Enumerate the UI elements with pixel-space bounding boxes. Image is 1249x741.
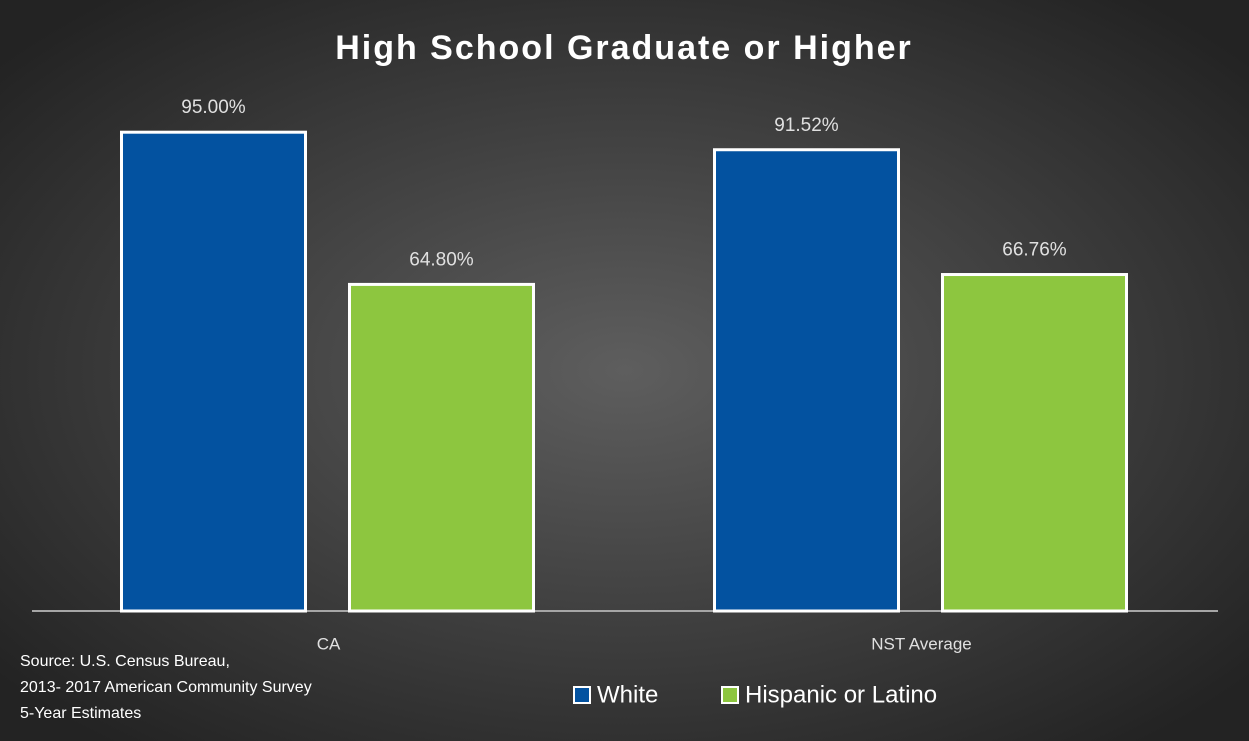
bar [941,273,1128,613]
source-note: Source: U.S. Census Bureau, [20,653,230,670]
x-tick-label: NST Average [871,634,972,653]
legend-swatch [721,686,739,704]
bar [713,148,900,613]
value-label: 66.76% [1002,240,1067,261]
chart-title: High School Graduate or Higher [335,29,913,67]
source-note: 2013- 2017 American Community Survey [20,679,312,696]
x-tick-label: CA [317,634,341,653]
legend-swatch [573,686,591,704]
source-note: 5-Year Estimates [20,705,141,722]
legend-label: White [597,681,658,708]
value-label: 64.80% [409,249,474,270]
legend-label: Hispanic or Latino [745,681,937,708]
bar [348,282,535,613]
value-label: 91.52% [774,115,839,136]
value-label: 95.00% [181,97,246,118]
bar [120,130,307,613]
